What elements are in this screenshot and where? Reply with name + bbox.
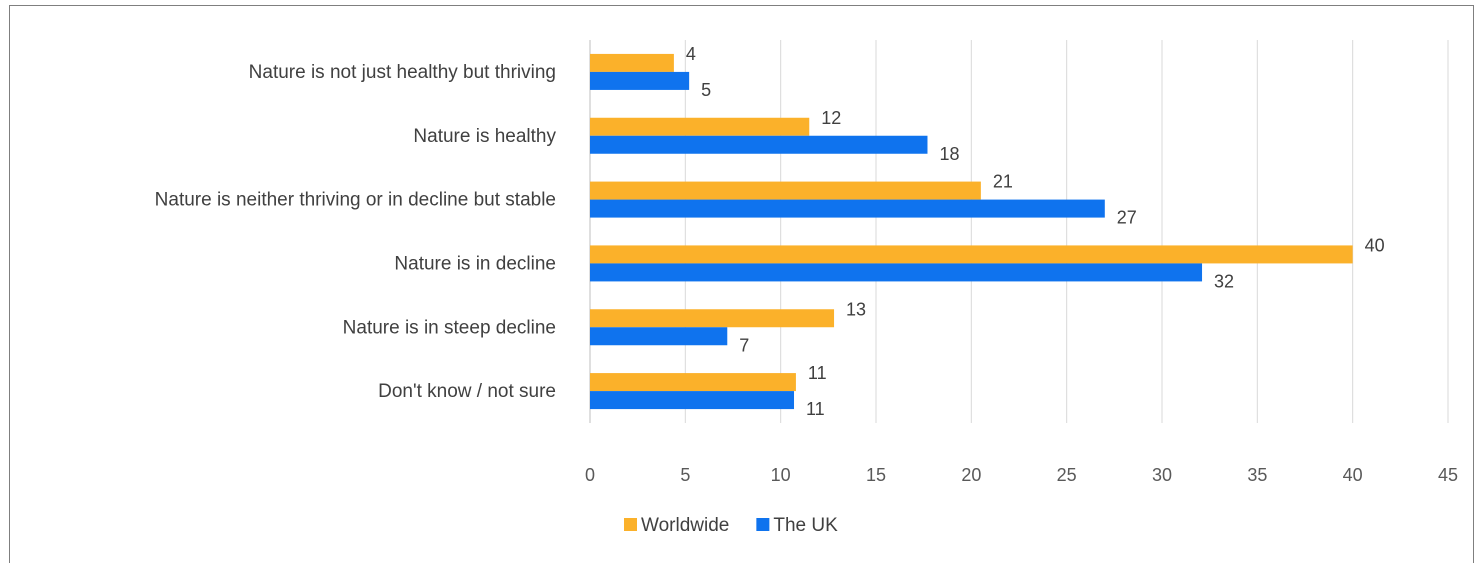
bar-the-uk <box>590 391 795 410</box>
data-label: 21 <box>993 172 1013 192</box>
bar-worldwide <box>590 373 796 392</box>
category-label: Nature is not just healthy but thriving <box>249 62 556 83</box>
chart-frame <box>9 5 1474 563</box>
legend-label: The UK <box>773 515 838 536</box>
category-label: Don't know / not sure <box>378 381 556 402</box>
data-label: 4 <box>686 44 696 64</box>
x-tick-label: 40 <box>1343 465 1363 485</box>
category-label: Nature is healthy <box>413 126 556 147</box>
legend-swatch <box>756 518 770 531</box>
x-tick-label: 45 <box>1438 465 1458 485</box>
bar-the-uk <box>590 71 690 90</box>
data-label: 13 <box>846 299 866 319</box>
data-label: 11 <box>808 363 827 383</box>
bar-worldwide <box>590 309 835 328</box>
bar-worldwide <box>590 181 981 200</box>
x-tick-label: 20 <box>961 465 981 485</box>
data-label: 11 <box>806 399 825 419</box>
data-label: 12 <box>821 108 841 128</box>
data-label: 27 <box>1117 208 1137 228</box>
category-label: Nature is in decline <box>394 253 556 274</box>
data-label: 40 <box>1365 235 1385 255</box>
x-tick-label: 0 <box>585 465 595 485</box>
bar-the-uk <box>590 327 728 346</box>
bar-worldwide <box>590 117 810 136</box>
x-tick-label: 30 <box>1152 465 1172 485</box>
legend-swatch <box>624 518 637 531</box>
data-label: 18 <box>939 144 959 164</box>
bar-the-uk <box>590 199 1105 218</box>
x-tick-label: 35 <box>1247 465 1267 485</box>
x-tick-label: 10 <box>771 465 791 485</box>
data-label: 32 <box>1214 271 1234 291</box>
x-tick-label: 5 <box>680 465 690 485</box>
x-tick-label: 25 <box>1057 465 1077 485</box>
data-label: 5 <box>701 80 711 100</box>
x-tick-label: 15 <box>866 465 886 485</box>
category-label: Nature is neither thriving or in decline… <box>155 190 556 211</box>
bar-worldwide <box>590 245 1353 264</box>
legend-label: Worldwide <box>641 515 729 536</box>
bar-worldwide <box>590 53 674 72</box>
bar-the-uk <box>590 263 1203 282</box>
data-label: 7 <box>739 335 749 355</box>
bar-the-uk <box>590 135 928 154</box>
category-label: Nature is in steep decline <box>343 317 556 338</box>
